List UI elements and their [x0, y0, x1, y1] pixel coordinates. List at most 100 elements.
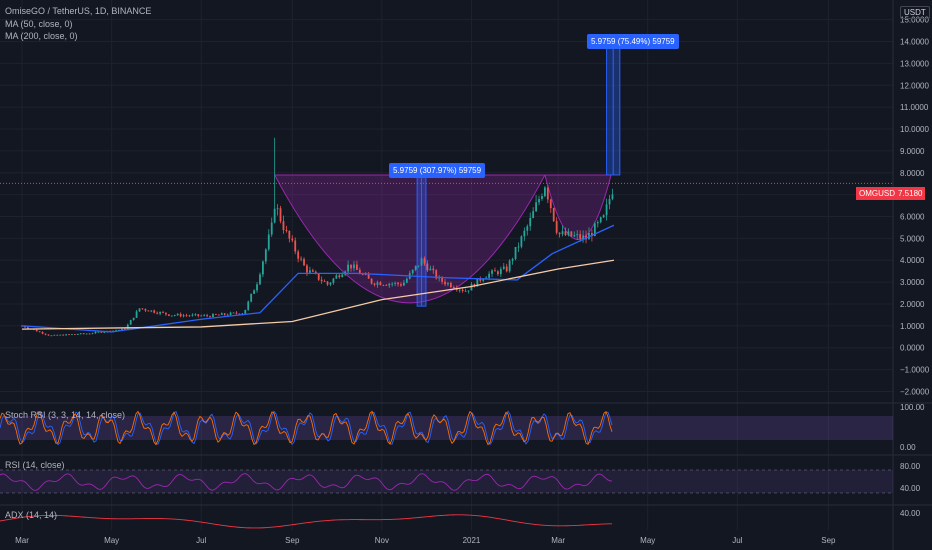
adx-line	[0, 514, 613, 529]
candle-body	[147, 310, 150, 312]
cup-pattern	[273, 174, 546, 304]
candle-body	[555, 221, 558, 233]
candle-body	[329, 282, 332, 285]
candle-body	[56, 334, 59, 336]
candle-body	[382, 285, 385, 286]
candle-body	[479, 278, 482, 281]
candle-body	[282, 221, 285, 231]
candle-body	[526, 226, 529, 231]
price-tick-label: 6.0000	[900, 212, 925, 221]
candle-body	[212, 314, 214, 318]
candle-body	[435, 270, 438, 279]
candle-body	[564, 231, 567, 236]
candle-body	[502, 266, 505, 269]
candle-body	[65, 334, 67, 336]
candle-body	[150, 310, 153, 312]
last-price-value: 7.5180	[895, 187, 926, 200]
candle-body	[596, 222, 599, 224]
candle-body	[88, 333, 91, 335]
candle-body	[405, 278, 408, 283]
candle-body	[452, 287, 455, 289]
candle-body	[353, 264, 355, 269]
rsi-axis-label: 40.00	[900, 484, 921, 493]
time-tick-label: 2021	[463, 536, 481, 545]
candle-body	[450, 283, 452, 288]
candle-body	[232, 312, 235, 314]
candle-body	[567, 231, 570, 236]
candle-body	[53, 334, 56, 336]
candle-body	[94, 331, 97, 334]
candle-body	[100, 331, 103, 333]
measure-box-left[interactable]: 5.9759 (307.97%) 59759	[389, 163, 486, 178]
candle-body	[582, 235, 584, 239]
candle-body	[165, 312, 167, 315]
candle-body	[291, 238, 294, 241]
candle-body	[520, 236, 523, 247]
candle-body	[546, 187, 549, 200]
price-tick-label: 12.0000	[900, 81, 929, 90]
candle-body	[423, 258, 426, 264]
candle-body	[197, 314, 200, 316]
candle-body	[499, 268, 502, 275]
candle-body	[514, 247, 517, 259]
candle-body	[335, 275, 338, 279]
candle-body	[76, 334, 79, 335]
candle-body	[38, 331, 41, 333]
price-tick-label: 5.0000	[900, 234, 925, 243]
adx-axis-label: 40.00	[900, 509, 921, 518]
candle-body	[373, 283, 376, 285]
candle-body	[297, 251, 300, 259]
candle-body	[385, 285, 388, 286]
candle-body	[376, 282, 379, 285]
candle-body	[414, 265, 417, 270]
rsi-band	[0, 470, 893, 493]
price-tick-label: 11.0000	[900, 103, 929, 112]
rsi-line	[0, 473, 613, 491]
price-tick-label: 10.0000	[900, 125, 929, 134]
candle-body	[253, 290, 255, 294]
candle-body	[276, 208, 279, 210]
candle-body	[270, 222, 273, 235]
candle-body	[85, 333, 88, 335]
currency-badge[interactable]: USDT	[900, 6, 930, 19]
measure-box-right[interactable]: 5.9759 (75.49%) 59759	[587, 34, 679, 49]
candle-body	[338, 275, 341, 278]
candle-body	[74, 334, 76, 336]
candle-body	[144, 309, 147, 311]
stoch-axis-label: 0.00	[900, 443, 916, 452]
handle-pattern	[544, 174, 612, 240]
price-tick-label: 3.0000	[900, 278, 925, 287]
candle-body	[267, 234, 270, 250]
candle-body	[320, 279, 323, 282]
candle-body	[532, 211, 535, 219]
candle-body	[123, 328, 126, 330]
candle-body	[591, 232, 593, 237]
stoch-axis-label: 100.00	[900, 403, 925, 412]
candle-body	[309, 270, 311, 273]
candle-body	[44, 333, 47, 335]
candle-body	[326, 281, 329, 285]
candle-body	[441, 277, 443, 282]
candle-body	[259, 274, 261, 285]
ma50-legend: MA (50, close, 0)	[5, 19, 73, 29]
candle-body	[552, 208, 555, 222]
time-tick-label: Jul	[732, 536, 742, 545]
candle-body	[82, 333, 85, 335]
candle-body	[576, 234, 579, 236]
time-tick-label: May	[640, 536, 655, 545]
candle-body	[341, 274, 344, 278]
candle-body	[391, 283, 394, 285]
candle-body	[35, 329, 38, 332]
candle-body	[176, 313, 179, 316]
candle-body	[132, 317, 135, 321]
candle-body	[217, 314, 220, 316]
price-tick-label: 13.0000	[900, 59, 929, 68]
price-tick-label: 2.0000	[900, 300, 925, 309]
candle-body	[47, 334, 50, 336]
price-tick-label: 0.0000	[900, 344, 925, 353]
candle-body	[129, 320, 132, 325]
candle-body	[159, 311, 161, 314]
price-tick-label: −2.0000	[900, 387, 930, 396]
candle-body	[394, 282, 396, 284]
